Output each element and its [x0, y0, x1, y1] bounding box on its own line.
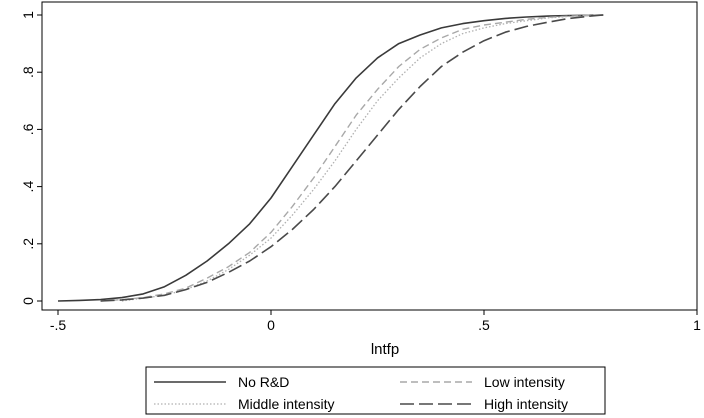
legend: No R&D Low intensity Middle intensity High … — [145, 366, 606, 415]
series-line-2 — [100, 14, 604, 302]
x-tick-label: -.5 — [50, 317, 67, 333]
y-tick-label: .4 — [20, 181, 36, 193]
plot-area-frame — [41, 1, 698, 311]
legend-label-2: Low intensity — [484, 374, 565, 390]
y-tick-label: .6 — [20, 123, 36, 135]
x-tick-label: 0 — [267, 317, 275, 333]
legend-box — [145, 366, 606, 415]
y-tick-label: .8 — [20, 66, 36, 78]
y-tick-label: 1 — [20, 11, 36, 19]
series-layer — [57, 14, 604, 302]
series-line-4 — [100, 14, 604, 302]
x-tick-label: .5 — [478, 317, 490, 333]
y-tick-label: .2 — [20, 238, 36, 250]
series-line-1 — [57, 14, 604, 302]
legend-label-1: No R&D — [238, 374, 289, 390]
legend-label-3: Middle intensity — [238, 396, 335, 412]
legend-label-4: High intensity — [484, 396, 568, 412]
x-tick-label: 1 — [693, 317, 701, 333]
series-line-3 — [121, 14, 604, 302]
x-axis: -.5 0 .5 1 — [50, 310, 701, 333]
y-axis: 0 .2 .4 .6 .8 1 — [20, 11, 42, 305]
x-axis-title: lntfp — [371, 341, 399, 358]
y-tick-label: 0 — [20, 297, 36, 305]
